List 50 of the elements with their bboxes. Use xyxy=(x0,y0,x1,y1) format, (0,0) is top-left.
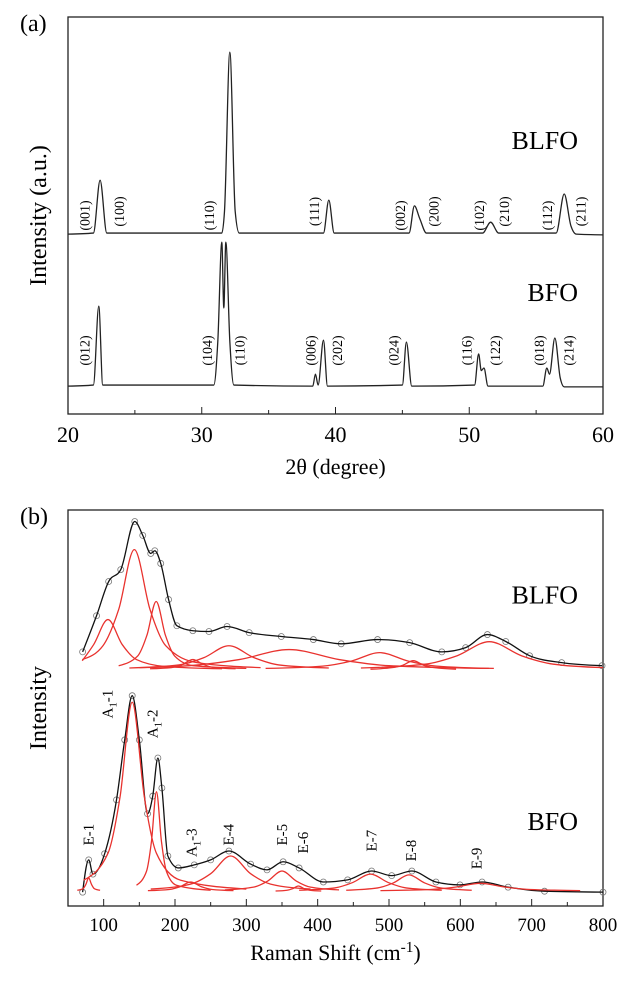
annotation: (100) xyxy=(112,196,128,227)
annotation: (112) xyxy=(540,200,556,230)
annotation: (122) xyxy=(488,334,504,366)
x-tick-label: 100 xyxy=(89,915,118,936)
series-label: BLFO xyxy=(512,126,578,155)
y-axis-title: Intensity (a.u.) xyxy=(26,145,52,286)
annotation: (200) xyxy=(426,196,442,227)
annotation: E-7 xyxy=(364,829,380,852)
series-label: BLFO xyxy=(512,580,578,610)
annotation: (006) xyxy=(304,334,319,366)
x-tick-label: 30 xyxy=(190,422,213,447)
annotation: (102) xyxy=(472,200,488,231)
series-label: BFO xyxy=(527,278,578,307)
annotation: E-4 xyxy=(222,823,238,846)
annotation: (116) xyxy=(460,335,476,366)
annotation: E-8 xyxy=(404,840,420,862)
text: BFO xyxy=(527,807,578,836)
annotation: (110) xyxy=(232,335,248,366)
x-tick-label: 800 xyxy=(588,915,618,936)
x-tick-label: 400 xyxy=(303,915,332,936)
x-tick-label: 700 xyxy=(517,915,546,936)
x-tick-label: 50 xyxy=(458,422,480,447)
annotation: (012) xyxy=(78,334,94,366)
x-tick-label: 200 xyxy=(160,915,190,936)
x-axis-title: 2θ (degree) xyxy=(285,454,386,479)
annotation: (104) xyxy=(200,334,216,366)
annotation: (211) xyxy=(574,196,590,226)
annotation: (214) xyxy=(562,334,577,366)
x-axis-title: Raman Shift (cm$^{-1}$) xyxy=(250,938,421,965)
chart-title: (a) xyxy=(20,11,47,37)
annotation: E-9 xyxy=(469,848,486,870)
annotation: E-5 xyxy=(275,824,292,846)
x-tick-label: 20 xyxy=(57,422,79,447)
annotation: (001) xyxy=(78,200,94,231)
annotation: (110) xyxy=(202,200,218,230)
chart-title: (b) xyxy=(20,504,48,530)
annotation: (111) xyxy=(308,196,323,226)
y-axis-title: Intensity xyxy=(26,666,52,750)
x-tick-label: 60 xyxy=(592,422,614,447)
x-tick-label: 600 xyxy=(446,915,475,936)
x-tick-label: 300 xyxy=(232,915,261,936)
annotation: (202) xyxy=(330,334,346,366)
x-tick-label: 40 xyxy=(324,422,346,447)
annotation: (210) xyxy=(498,196,513,227)
annotation: E-1 xyxy=(81,824,98,846)
annotation: E-6 xyxy=(296,831,312,854)
annotation: (002) xyxy=(393,200,408,231)
x-tick-label: 500 xyxy=(374,915,404,936)
annotation: (024) xyxy=(386,334,402,366)
annotation: (018) xyxy=(532,334,548,366)
